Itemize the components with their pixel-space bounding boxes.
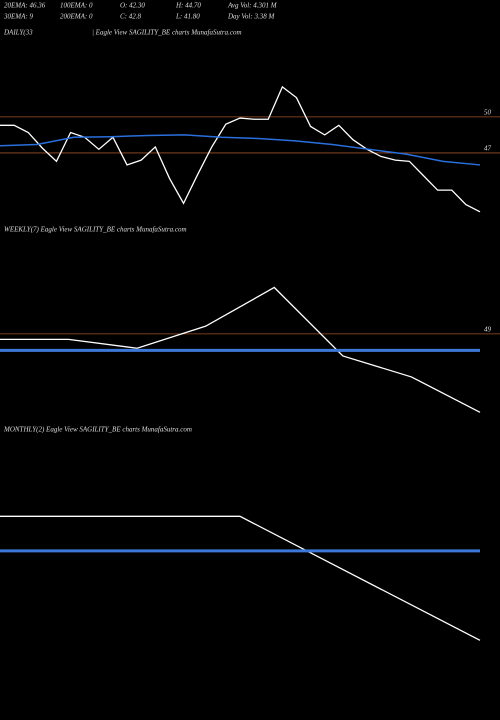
price-line — [0, 134, 481, 166]
header-stat: 30EMA: 9 — [3, 13, 33, 21]
header-stat: Day Vol: 3.38 M — [227, 13, 275, 21]
price-line — [0, 85, 481, 213]
header-stat: Avg Vol: 4.301 M — [227, 2, 278, 10]
header-stat: 100EMA: 0 — [60, 2, 93, 10]
price-line — [0, 515, 481, 641]
y-tick-label: 47 — [484, 145, 492, 153]
y-tick-label: 50 — [484, 108, 492, 116]
header-stat: H: 44.70 — [175, 2, 201, 10]
panel-title: MONTHLY(2) Eagle View SAGILITY_BE charts… — [3, 426, 192, 434]
header-stat: C: 42.8 — [120, 13, 142, 21]
panel-title: WEEKLY(7) Eagle View SAGILITY_BE charts … — [4, 226, 187, 234]
header-stat: 200EMA: 0 — [60, 13, 93, 21]
panel-subtitle: | Eagle View SAGILITY_BE charts MunafaSu… — [92, 29, 242, 37]
y-tick-label: 49 — [484, 325, 492, 333]
price-line — [0, 286, 481, 413]
header-stat: L: 41.80 — [175, 13, 200, 21]
header-stat: O: 42.30 — [120, 2, 145, 10]
header-stat: 20EMA: 46.36 — [4, 2, 46, 10]
panel-title: DAILY(33 — [3, 29, 33, 37]
